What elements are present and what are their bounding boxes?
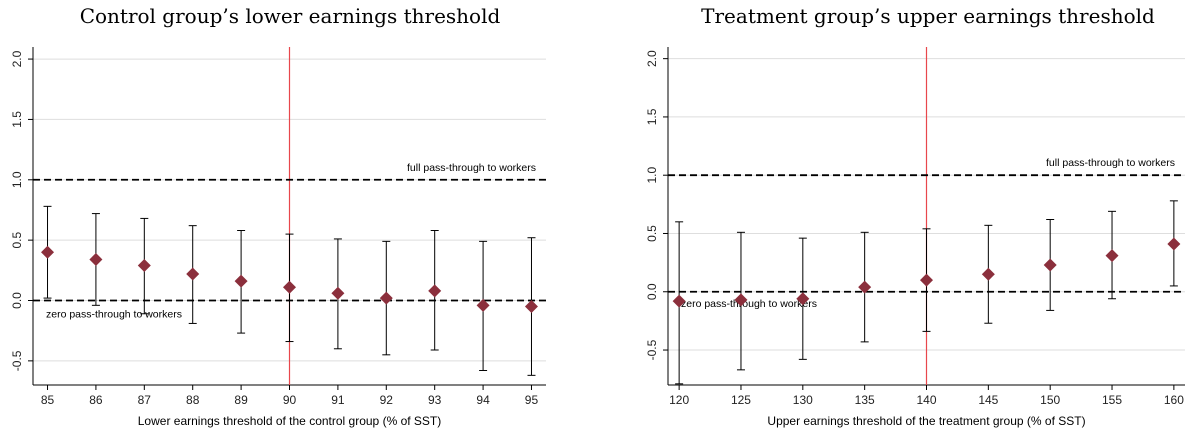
y-tick-label: 0.0	[645, 283, 659, 300]
x-tick-label: 155	[1102, 393, 1122, 407]
x-tick-label: 85	[41, 393, 55, 407]
point-estimate-marker	[1105, 249, 1119, 263]
y-tick-label: 0.5	[10, 231, 24, 248]
point-estimate-marker	[1167, 237, 1181, 251]
y-tick-label: 1.0	[645, 167, 659, 184]
y-tick-label: -0.5	[645, 339, 659, 360]
point-estimate-marker	[41, 245, 55, 259]
point-estimate-marker	[379, 291, 393, 305]
x-tick-label: 93	[428, 393, 442, 407]
x-tick-label: 125	[731, 393, 751, 407]
point-estimate-marker	[858, 280, 872, 294]
x-tick-label: 91	[331, 393, 345, 407]
x-tick-label: 140	[916, 393, 936, 407]
point-estimate-marker	[672, 294, 686, 308]
chart-title: Control group’s lower earnings threshold	[80, 4, 501, 28]
y-tick-label: 1.5	[645, 108, 659, 125]
point-estimate-marker	[234, 274, 248, 288]
x-tick-label: 130	[793, 393, 813, 407]
x-tick-label: 135	[855, 393, 875, 407]
point-estimate-marker	[186, 267, 200, 281]
zero-pass-through-label: zero pass-through to workers	[46, 309, 182, 321]
x-tick-label: 90	[283, 393, 297, 407]
right-chart: Treatment group’s upper earnings thresho…	[645, 4, 1185, 428]
x-tick-label: 87	[138, 393, 152, 407]
x-tick-label: 89	[234, 393, 248, 407]
zero-pass-through-label: zero pass-through to workers	[681, 298, 817, 310]
point-estimate-marker	[283, 280, 296, 294]
x-tick-label: 145	[978, 393, 998, 407]
point-estimate-marker	[796, 292, 810, 306]
left-chart: Control group’s lower earnings threshold…	[10, 4, 546, 428]
point-estimate-marker	[734, 293, 748, 307]
y-tick-label: 2.0	[645, 50, 659, 67]
point-estimate-marker	[1043, 258, 1057, 272]
y-tick-label: 0.5	[645, 225, 659, 242]
y-tick-label: 1.0	[10, 171, 24, 188]
x-tick-label: 86	[89, 393, 103, 407]
y-tick-label: 1.5	[10, 111, 24, 128]
x-axis-label: Lower earnings threshold of the control …	[138, 414, 442, 428]
x-axis-label: Upper earnings threshold of the treatmen…	[767, 414, 1085, 428]
y-tick-label: 2.0	[10, 50, 24, 67]
point-estimate-marker	[89, 252, 103, 266]
y-tick-label: -0.5	[10, 350, 24, 371]
x-tick-label: 150	[1040, 393, 1060, 407]
x-tick-label: 92	[380, 393, 394, 407]
x-tick-label: 94	[476, 393, 490, 407]
x-tick-label: 160	[1164, 393, 1184, 407]
point-estimate-marker	[920, 273, 933, 287]
point-estimate-marker	[428, 284, 442, 298]
x-tick-label: 88	[186, 393, 200, 407]
point-estimate-marker	[524, 300, 538, 314]
x-tick-label: 120	[669, 393, 689, 407]
full-pass-through-label: full pass-through to workers	[1046, 157, 1175, 169]
chart-title: Treatment group’s upper earnings thresho…	[701, 4, 1155, 28]
point-estimate-marker	[331, 286, 345, 300]
point-estimate-marker	[981, 267, 995, 281]
point-estimate-marker	[137, 258, 151, 272]
full-pass-through-label: full pass-through to workers	[407, 162, 536, 174]
x-tick-label: 95	[525, 393, 539, 407]
y-tick-label: 0.0	[10, 292, 24, 309]
point-estimate-marker	[476, 298, 490, 312]
